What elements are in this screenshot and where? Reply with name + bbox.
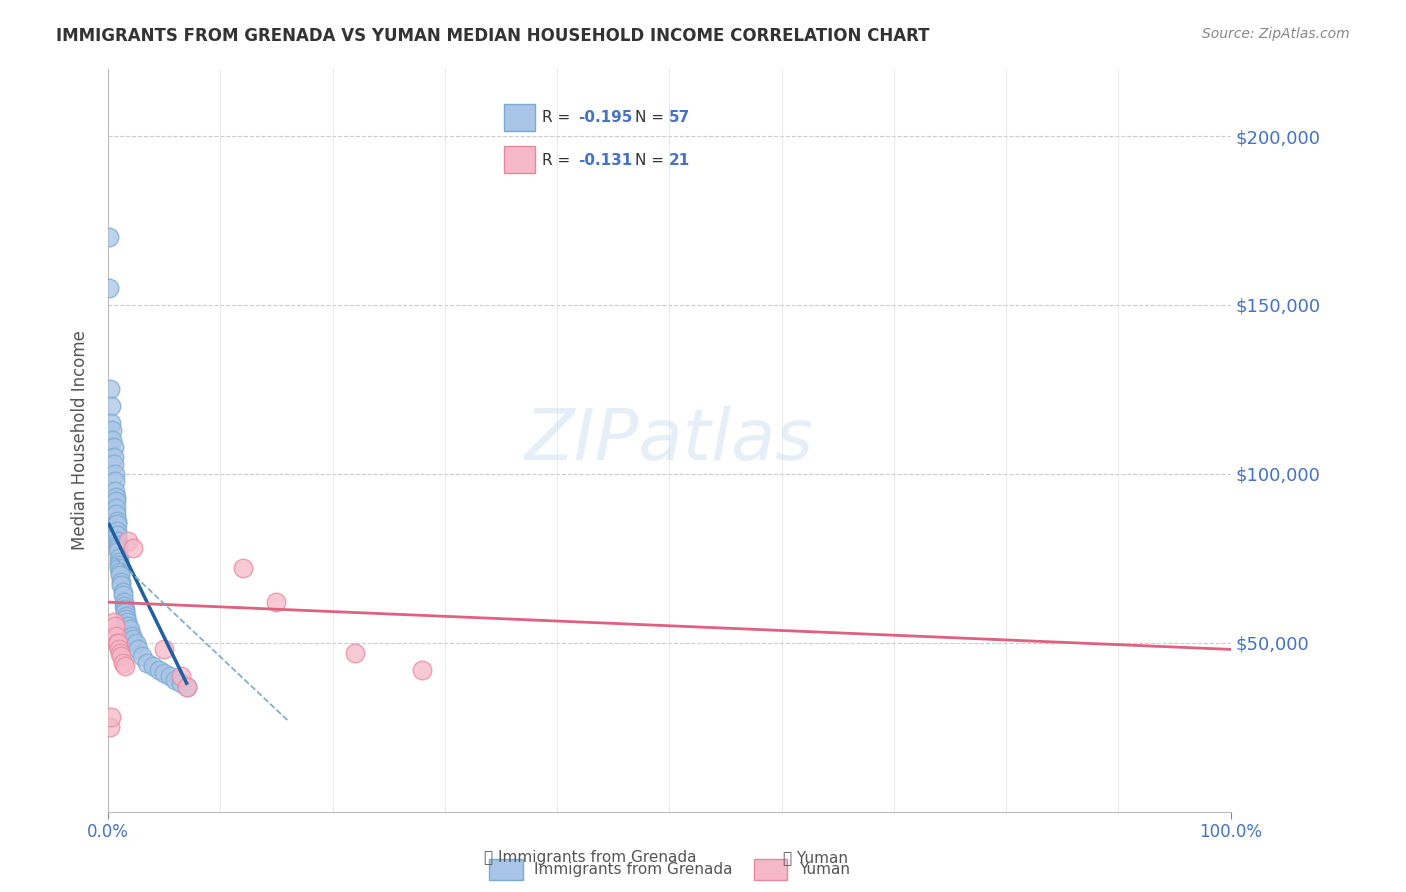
Text: ZIPatlas: ZIPatlas [524,406,814,475]
Immigrants from Grenada [110,574,132,589]
Yuman [104,629,127,643]
Immigrants from Grenada [115,608,138,623]
Immigrants from Grenada [103,457,125,471]
Immigrants from Grenada [103,450,125,464]
Text: ⬜ Yuman: ⬜ Yuman [783,850,848,865]
Immigrants from Grenada [103,440,125,454]
Yuman [100,710,122,724]
Immigrants from Grenada [107,534,129,549]
Immigrants from Grenada [111,585,134,599]
Immigrants from Grenada [120,622,142,636]
Immigrants from Grenada [110,568,132,582]
Immigrants from Grenada [142,659,165,673]
Immigrants from Grenada [107,538,129,552]
Yuman [343,646,366,660]
Yuman [108,642,131,657]
Immigrants from Grenada [101,433,124,447]
Bar [489,859,523,880]
Text: Immigrants from Grenada: Immigrants from Grenada [534,863,733,877]
Immigrants from Grenada [105,524,128,539]
Text: IMMIGRANTS FROM GRENADA VS YUMAN MEDIAN HOUSEHOLD INCOME CORRELATION CHART: IMMIGRANTS FROM GRENADA VS YUMAN MEDIAN … [56,27,929,45]
Yuman [110,649,132,664]
Immigrants from Grenada [105,514,128,528]
Immigrants from Grenada [104,483,127,498]
Immigrants from Grenada [121,629,143,643]
Immigrants from Grenada [101,423,124,437]
Immigrants from Grenada [104,491,127,505]
Immigrants from Grenada [100,416,122,430]
Yuman [107,635,129,649]
Text: Source: ZipAtlas.com: Source: ZipAtlas.com [1202,27,1350,41]
Immigrants from Grenada [108,561,131,575]
Immigrants from Grenada [110,565,132,579]
Immigrants from Grenada [105,527,128,541]
Immigrants from Grenada [112,599,135,613]
Immigrants from Grenada [136,656,159,670]
Yuman [110,646,132,660]
Yuman [117,534,139,549]
Yuman [98,720,121,734]
Yuman [114,659,136,673]
Immigrants from Grenada [170,676,193,690]
Immigrants from Grenada [112,595,135,609]
Immigrants from Grenada [104,493,127,508]
Immigrants from Grenada [114,605,136,619]
Immigrants from Grenada [105,517,128,532]
Immigrants from Grenada [153,666,176,681]
Immigrants from Grenada [110,578,132,592]
Yuman [153,642,176,657]
Bar [754,859,787,880]
Immigrants from Grenada [165,673,187,687]
Yuman [103,615,125,630]
Yuman [232,561,254,575]
Immigrants from Grenada [104,474,127,488]
Yuman [111,656,134,670]
Immigrants from Grenada [107,541,129,555]
Immigrants from Grenada [108,551,131,566]
Immigrants from Grenada [98,383,121,397]
Immigrants from Grenada [111,588,134,602]
Immigrants from Grenada [107,544,129,558]
Yuman [266,595,288,609]
Immigrants from Grenada [104,500,127,515]
Immigrants from Grenada [115,612,138,626]
Immigrants from Grenada [98,281,121,295]
Immigrants from Grenada [148,663,170,677]
Immigrants from Grenada [159,669,181,683]
Text: ⬜ Immigrants from Grenada: ⬜ Immigrants from Grenada [484,850,697,865]
Yuman [176,680,198,694]
Yuman [170,669,193,683]
Immigrants from Grenada [98,230,121,244]
Text: Yuman: Yuman [799,863,849,877]
Yuman [121,541,143,555]
Immigrants from Grenada [115,615,138,630]
Immigrants from Grenada [108,555,131,569]
Immigrants from Grenada [131,649,153,664]
Yuman [105,635,128,649]
Immigrants from Grenada [127,642,149,657]
Immigrants from Grenada [117,619,139,633]
Immigrants from Grenada [176,680,198,694]
Immigrants from Grenada [125,635,148,649]
Y-axis label: Median Household Income: Median Household Income [72,330,89,550]
Yuman [411,663,433,677]
Immigrants from Grenada [100,399,122,413]
Immigrants from Grenada [114,602,136,616]
Immigrants from Grenada [104,508,127,522]
Immigrants from Grenada [104,467,127,481]
Yuman [104,619,127,633]
Immigrants from Grenada [108,558,131,572]
Immigrants from Grenada [121,632,143,647]
